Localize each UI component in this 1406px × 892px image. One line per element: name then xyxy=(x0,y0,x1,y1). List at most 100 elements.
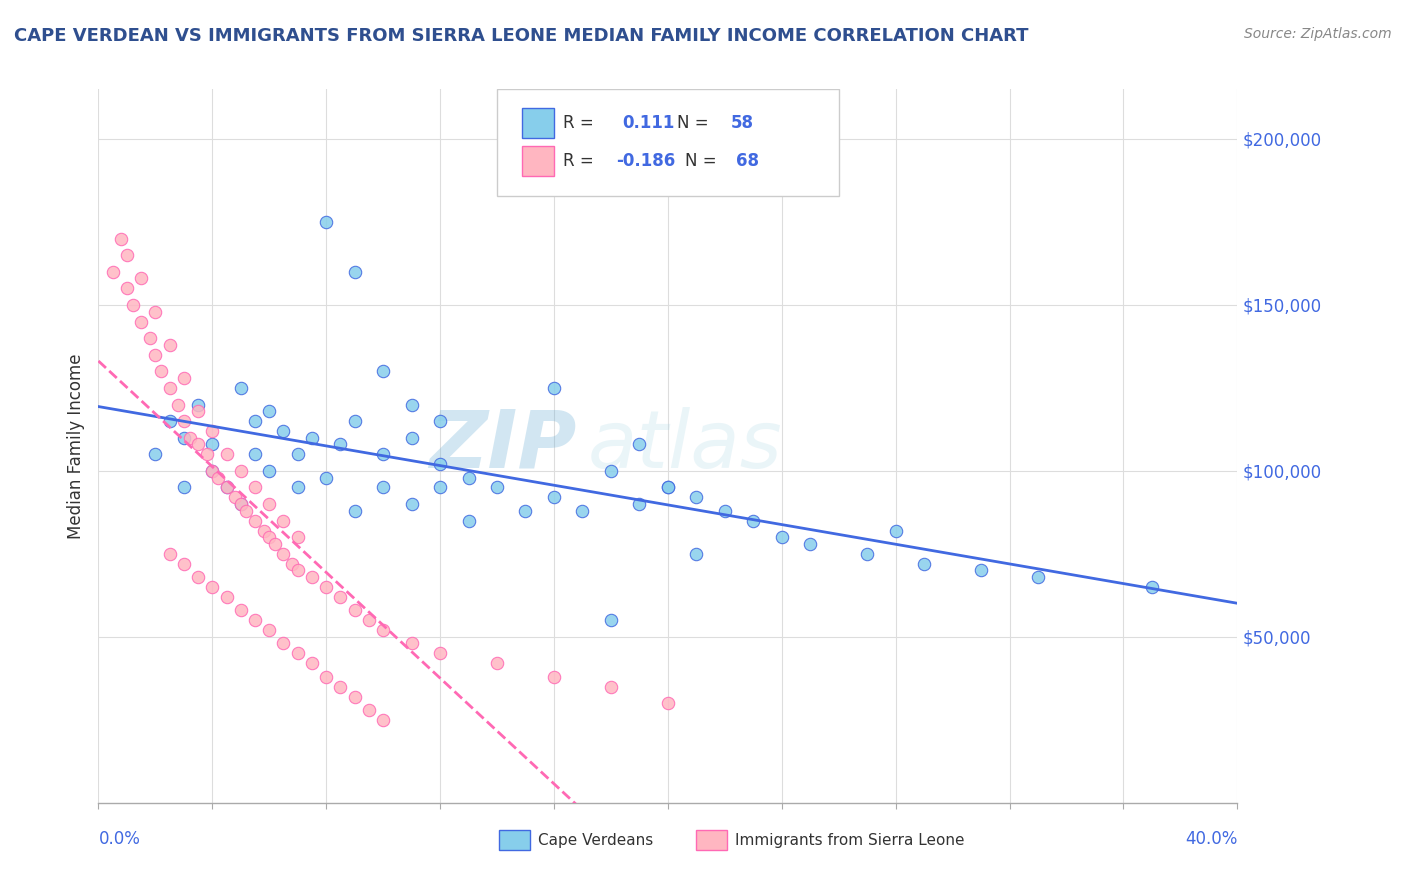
Point xyxy=(145,304,167,318)
Point xyxy=(259,464,281,478)
Point xyxy=(173,557,195,571)
Point xyxy=(571,504,593,518)
Point xyxy=(187,570,209,584)
Point xyxy=(259,404,281,418)
Point xyxy=(101,265,124,279)
Point xyxy=(315,580,337,594)
Point xyxy=(628,437,651,451)
Point xyxy=(281,557,304,571)
Point xyxy=(187,397,209,411)
Point xyxy=(401,636,423,650)
Point xyxy=(970,564,993,578)
Point xyxy=(401,397,423,411)
Point xyxy=(457,470,479,484)
Point xyxy=(201,580,224,594)
Y-axis label: Median Family Income: Median Family Income xyxy=(66,353,84,539)
FancyBboxPatch shape xyxy=(498,89,839,196)
Point xyxy=(173,431,195,445)
Point xyxy=(373,447,395,461)
Point xyxy=(343,414,366,428)
Point xyxy=(150,364,173,378)
Text: atlas: atlas xyxy=(588,407,783,485)
Text: 0.111: 0.111 xyxy=(623,114,675,132)
Point xyxy=(273,514,295,528)
Point xyxy=(273,636,295,650)
Point xyxy=(115,281,138,295)
Text: N =: N = xyxy=(685,153,721,170)
Text: 58: 58 xyxy=(731,114,754,132)
Text: -0.186: -0.186 xyxy=(617,153,676,170)
Point xyxy=(770,530,793,544)
Point xyxy=(264,537,287,551)
Point xyxy=(159,338,181,352)
Text: R =: R = xyxy=(562,114,599,132)
Point xyxy=(315,470,337,484)
Point xyxy=(229,603,252,617)
Point xyxy=(187,437,209,451)
Point xyxy=(329,680,352,694)
Text: 0.0%: 0.0% xyxy=(98,830,141,847)
Point xyxy=(429,647,451,661)
Text: 68: 68 xyxy=(737,153,759,170)
Text: Immigrants from Sierra Leone: Immigrants from Sierra Leone xyxy=(735,833,965,847)
Point xyxy=(401,497,423,511)
Point xyxy=(287,647,309,661)
Point xyxy=(301,657,323,671)
Point xyxy=(252,524,274,538)
Point xyxy=(343,265,366,279)
Point xyxy=(714,504,737,518)
Point xyxy=(373,713,395,727)
Point xyxy=(429,481,451,495)
Point xyxy=(138,331,160,345)
Point xyxy=(243,414,266,428)
Point xyxy=(315,215,337,229)
Point xyxy=(215,481,238,495)
Point xyxy=(287,564,309,578)
Point xyxy=(457,514,479,528)
Point xyxy=(207,470,229,484)
Point xyxy=(115,248,138,262)
Point xyxy=(159,381,181,395)
Point xyxy=(329,437,352,451)
Point xyxy=(173,371,195,385)
Point xyxy=(628,497,651,511)
Point xyxy=(884,524,907,538)
Point xyxy=(179,431,201,445)
Point xyxy=(1140,580,1163,594)
Point xyxy=(343,504,366,518)
Point xyxy=(685,547,707,561)
Point xyxy=(235,504,257,518)
Point xyxy=(215,447,238,461)
Point xyxy=(195,447,218,461)
Point xyxy=(229,464,252,478)
Text: N =: N = xyxy=(676,114,714,132)
Point xyxy=(145,447,167,461)
Point xyxy=(357,703,380,717)
Point xyxy=(201,424,224,438)
Point xyxy=(515,504,537,518)
Point xyxy=(657,696,679,710)
Point xyxy=(799,537,821,551)
Point xyxy=(201,464,224,478)
Point xyxy=(343,690,366,704)
Point xyxy=(543,381,565,395)
Point xyxy=(129,271,152,285)
FancyBboxPatch shape xyxy=(522,146,554,177)
Point xyxy=(543,491,565,505)
Text: Source: ZipAtlas.com: Source: ZipAtlas.com xyxy=(1244,27,1392,41)
Point xyxy=(273,547,295,561)
Point xyxy=(243,613,266,627)
Point xyxy=(600,680,623,694)
Point xyxy=(343,603,366,617)
Point xyxy=(329,590,352,604)
Point xyxy=(145,348,167,362)
Point xyxy=(121,298,143,312)
Point xyxy=(229,497,252,511)
Point xyxy=(429,414,451,428)
Point xyxy=(273,424,295,438)
Point xyxy=(600,464,623,478)
Point xyxy=(129,314,152,328)
Point xyxy=(600,613,623,627)
Point xyxy=(243,481,266,495)
Point xyxy=(224,491,246,505)
